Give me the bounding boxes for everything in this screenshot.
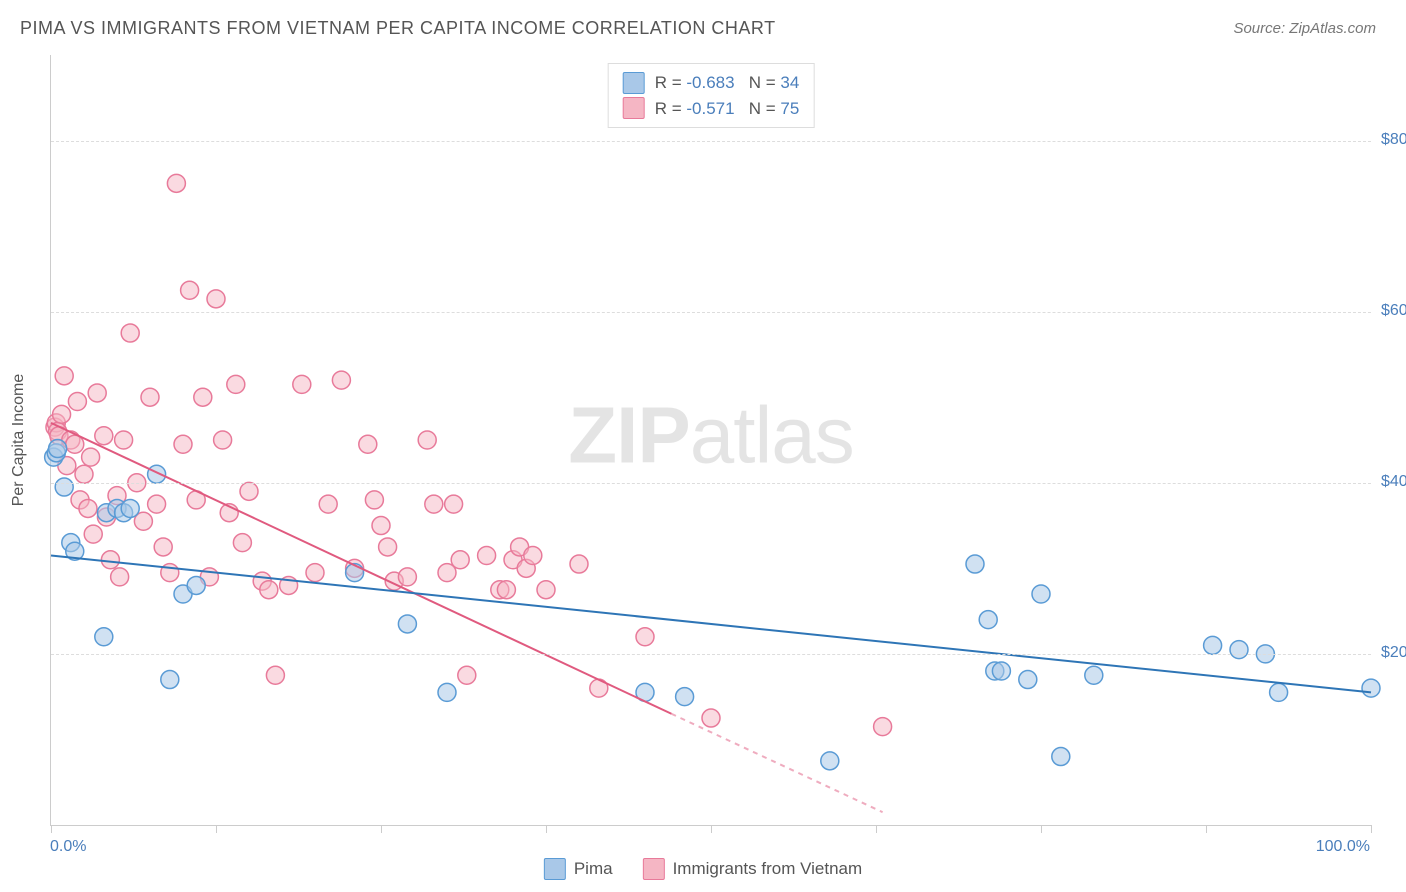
source-label: Source: ZipAtlas.com [1233, 20, 1376, 37]
legend-row-vietnam: R = -0.571 N = 75 [623, 96, 800, 122]
gridline [51, 483, 1371, 484]
x-tick [381, 825, 382, 833]
x-tick [216, 825, 217, 833]
chart-svg [51, 55, 1371, 825]
swatch-pima-icon [544, 858, 566, 880]
x-tick [711, 825, 712, 833]
legend-series: Pima Immigrants from Vietnam [544, 858, 862, 880]
legend-item-vietnam: Immigrants from Vietnam [643, 858, 863, 880]
legend-label-pima: Pima [574, 859, 613, 879]
x-tick [51, 825, 52, 833]
y-tick-label: $80,000 [1381, 131, 1406, 149]
x-tick [876, 825, 877, 833]
y-tick-label: $60,000 [1381, 302, 1406, 320]
y-tick-label: $40,000 [1381, 473, 1406, 491]
legend-item-pima: Pima [544, 858, 613, 880]
y-tick-label: $20,000 [1381, 644, 1406, 662]
legend-correlation: R = -0.683 N = 34 R = -0.571 N = 75 [608, 63, 815, 128]
x-tick [546, 825, 547, 833]
swatch-vietnam [623, 97, 645, 119]
legend-row-pima: R = -0.683 N = 34 [623, 70, 800, 96]
legend-label-vietnam: Immigrants from Vietnam [673, 859, 863, 879]
swatch-vietnam-icon [643, 858, 665, 880]
gridline [51, 141, 1371, 142]
x-tick [1041, 825, 1042, 833]
y-axis-title: Per Capita Income [10, 374, 28, 507]
chart-title: PIMA VS IMMIGRANTS FROM VIETNAM PER CAPI… [20, 18, 776, 39]
x-tick [1371, 825, 1372, 833]
swatch-pima [623, 72, 645, 94]
x-axis-max-label: 100.0% [1316, 838, 1370, 856]
gridline [51, 654, 1371, 655]
x-axis-min-label: 0.0% [50, 838, 86, 856]
plot-area: ZIPatlas R = -0.683 N = 34 R = -0.571 N … [50, 55, 1371, 826]
gridline [51, 312, 1371, 313]
x-tick [1206, 825, 1207, 833]
